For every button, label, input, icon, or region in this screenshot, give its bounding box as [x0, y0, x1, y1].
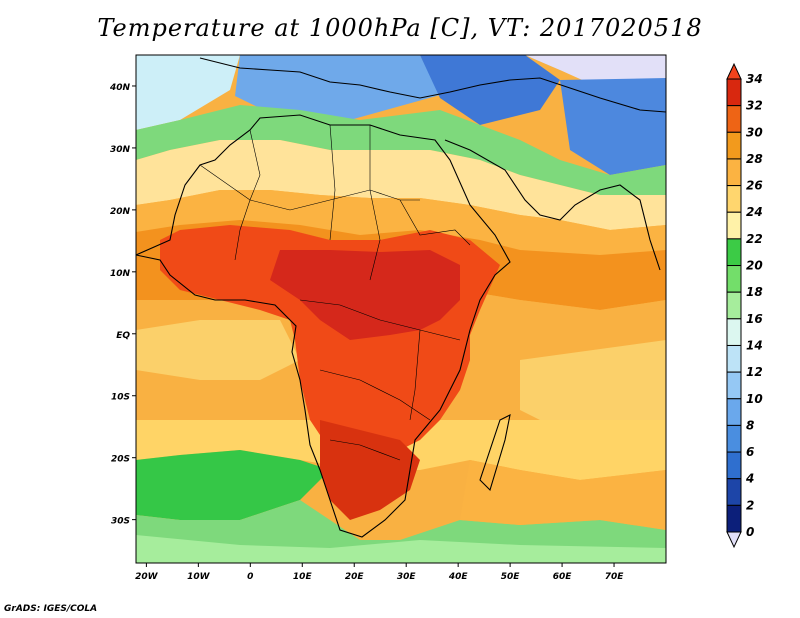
colorbar-segment	[726, 478, 742, 506]
lon-tick-label: 20W	[135, 572, 159, 582]
plot-frame	[135, 54, 667, 564]
colorbar-segment	[726, 398, 742, 426]
colorbar-label: 22	[746, 232, 763, 246]
lat-tick-label: 30N	[110, 145, 131, 155]
colorbar-segment	[726, 451, 742, 480]
lon-tick-label: 10W	[187, 572, 211, 582]
colorbar-segment	[726, 158, 742, 187]
map-title: Temperature at 1000hPa [C], VT: 20170205…	[97, 14, 703, 42]
colorbar-segment	[726, 131, 742, 160]
colorbar-label: 6	[746, 445, 754, 459]
lat-tick-label: EQ	[116, 331, 130, 341]
latitude-axis: 40N 30N 20N 10N EQ 10S 20S 30S	[109, 83, 136, 527]
colorbar-label: 24	[746, 205, 763, 219]
lon-tick-label: 40E	[448, 572, 469, 582]
lon-tick-label: 10E	[293, 572, 313, 582]
colorbar-label: 20	[746, 259, 763, 273]
colorbar-segment	[726, 211, 742, 240]
lon-tick-label: 70E	[605, 572, 625, 582]
colorbar-segment	[726, 291, 742, 320]
colorbar-label: 0	[746, 525, 754, 539]
colorbar-label: 30	[746, 125, 763, 139]
central-border-a	[329, 124, 336, 241]
colorbar-label: 14	[746, 338, 763, 352]
country-borders	[199, 124, 471, 461]
sahel-band	[136, 190, 666, 255]
colorbar-label: 16	[746, 312, 763, 326]
lat-tick-label: 10S	[111, 393, 130, 403]
temperature-field	[136, 55, 666, 563]
lat-tick-label: 10N	[110, 269, 131, 279]
colorbar-segment	[726, 185, 742, 213]
indian-ocean-warm	[460, 460, 666, 530]
colorbar-label: 32	[746, 99, 763, 113]
rift-border	[409, 329, 421, 421]
colorbar-segment	[726, 78, 742, 107]
lon-tick-label: 20E	[345, 572, 365, 582]
colorbar-min-arrow	[726, 531, 742, 549]
lon-tick-label: 60E	[553, 572, 573, 582]
north-atlantic-band	[136, 55, 240, 130]
colorbar-segment	[726, 371, 742, 400]
southern-border-b	[329, 439, 401, 461]
colorbar-label: 12	[746, 365, 763, 379]
colorbar-label: 34	[746, 72, 763, 86]
asia-band	[560, 78, 666, 175]
colorbar-segment	[726, 344, 742, 373]
colorbar-label: 18	[746, 285, 763, 299]
colorbar-label: 4	[745, 472, 754, 486]
eurasia-coastline	[199, 57, 666, 113]
lat-tick-label: 30S	[111, 517, 130, 527]
colorbar-segment	[726, 504, 742, 533]
madagascar-coastline	[479, 414, 511, 492]
colorbar-segment	[726, 424, 742, 453]
arabia-coastline	[444, 139, 661, 271]
middle-east-band	[420, 55, 560, 125]
lon-tick-label: 30E	[397, 572, 417, 582]
colorbar-segment	[726, 238, 742, 267]
southern-ocean-pale	[136, 535, 666, 563]
equatorial-border	[299, 299, 461, 341]
colorbar-segment	[726, 265, 742, 293]
south-atlantic-green	[136, 450, 330, 520]
grads-credit: GrADS: IGES/COLA	[4, 604, 98, 614]
colorbar-segment	[726, 105, 742, 133]
southern-africa-hotspot	[320, 420, 420, 520]
central-africa-hotspot	[270, 250, 460, 340]
lat-tick-label: 40N	[109, 83, 131, 93]
colorbar-label: 28	[746, 152, 763, 166]
colorbar-label: 26	[746, 179, 763, 193]
colorbar-label: 8	[746, 418, 754, 432]
longitude-axis: 20W 10W 0 10E 20E 30E 40E 50E 60E 70E	[135, 563, 624, 582]
east-border	[399, 199, 471, 246]
colorbar-label: 2	[746, 498, 754, 512]
colorbar-max-arrow	[726, 62, 742, 80]
southern-border-a	[319, 369, 431, 421]
colorbar-label: 10	[746, 392, 763, 406]
indian-ocean-band	[520, 340, 666, 430]
lat-tick-label: 20S	[111, 455, 130, 465]
west-border	[234, 129, 261, 261]
central-border-b	[369, 125, 381, 281]
lon-tick-label: 0	[247, 572, 253, 582]
sahara-pale-band	[136, 140, 666, 230]
gulf-guinea-band	[136, 320, 300, 380]
colorbar-segment	[726, 318, 742, 346]
lon-tick-label: 50E	[501, 572, 521, 582]
lat-tick-label: 20N	[110, 207, 131, 217]
